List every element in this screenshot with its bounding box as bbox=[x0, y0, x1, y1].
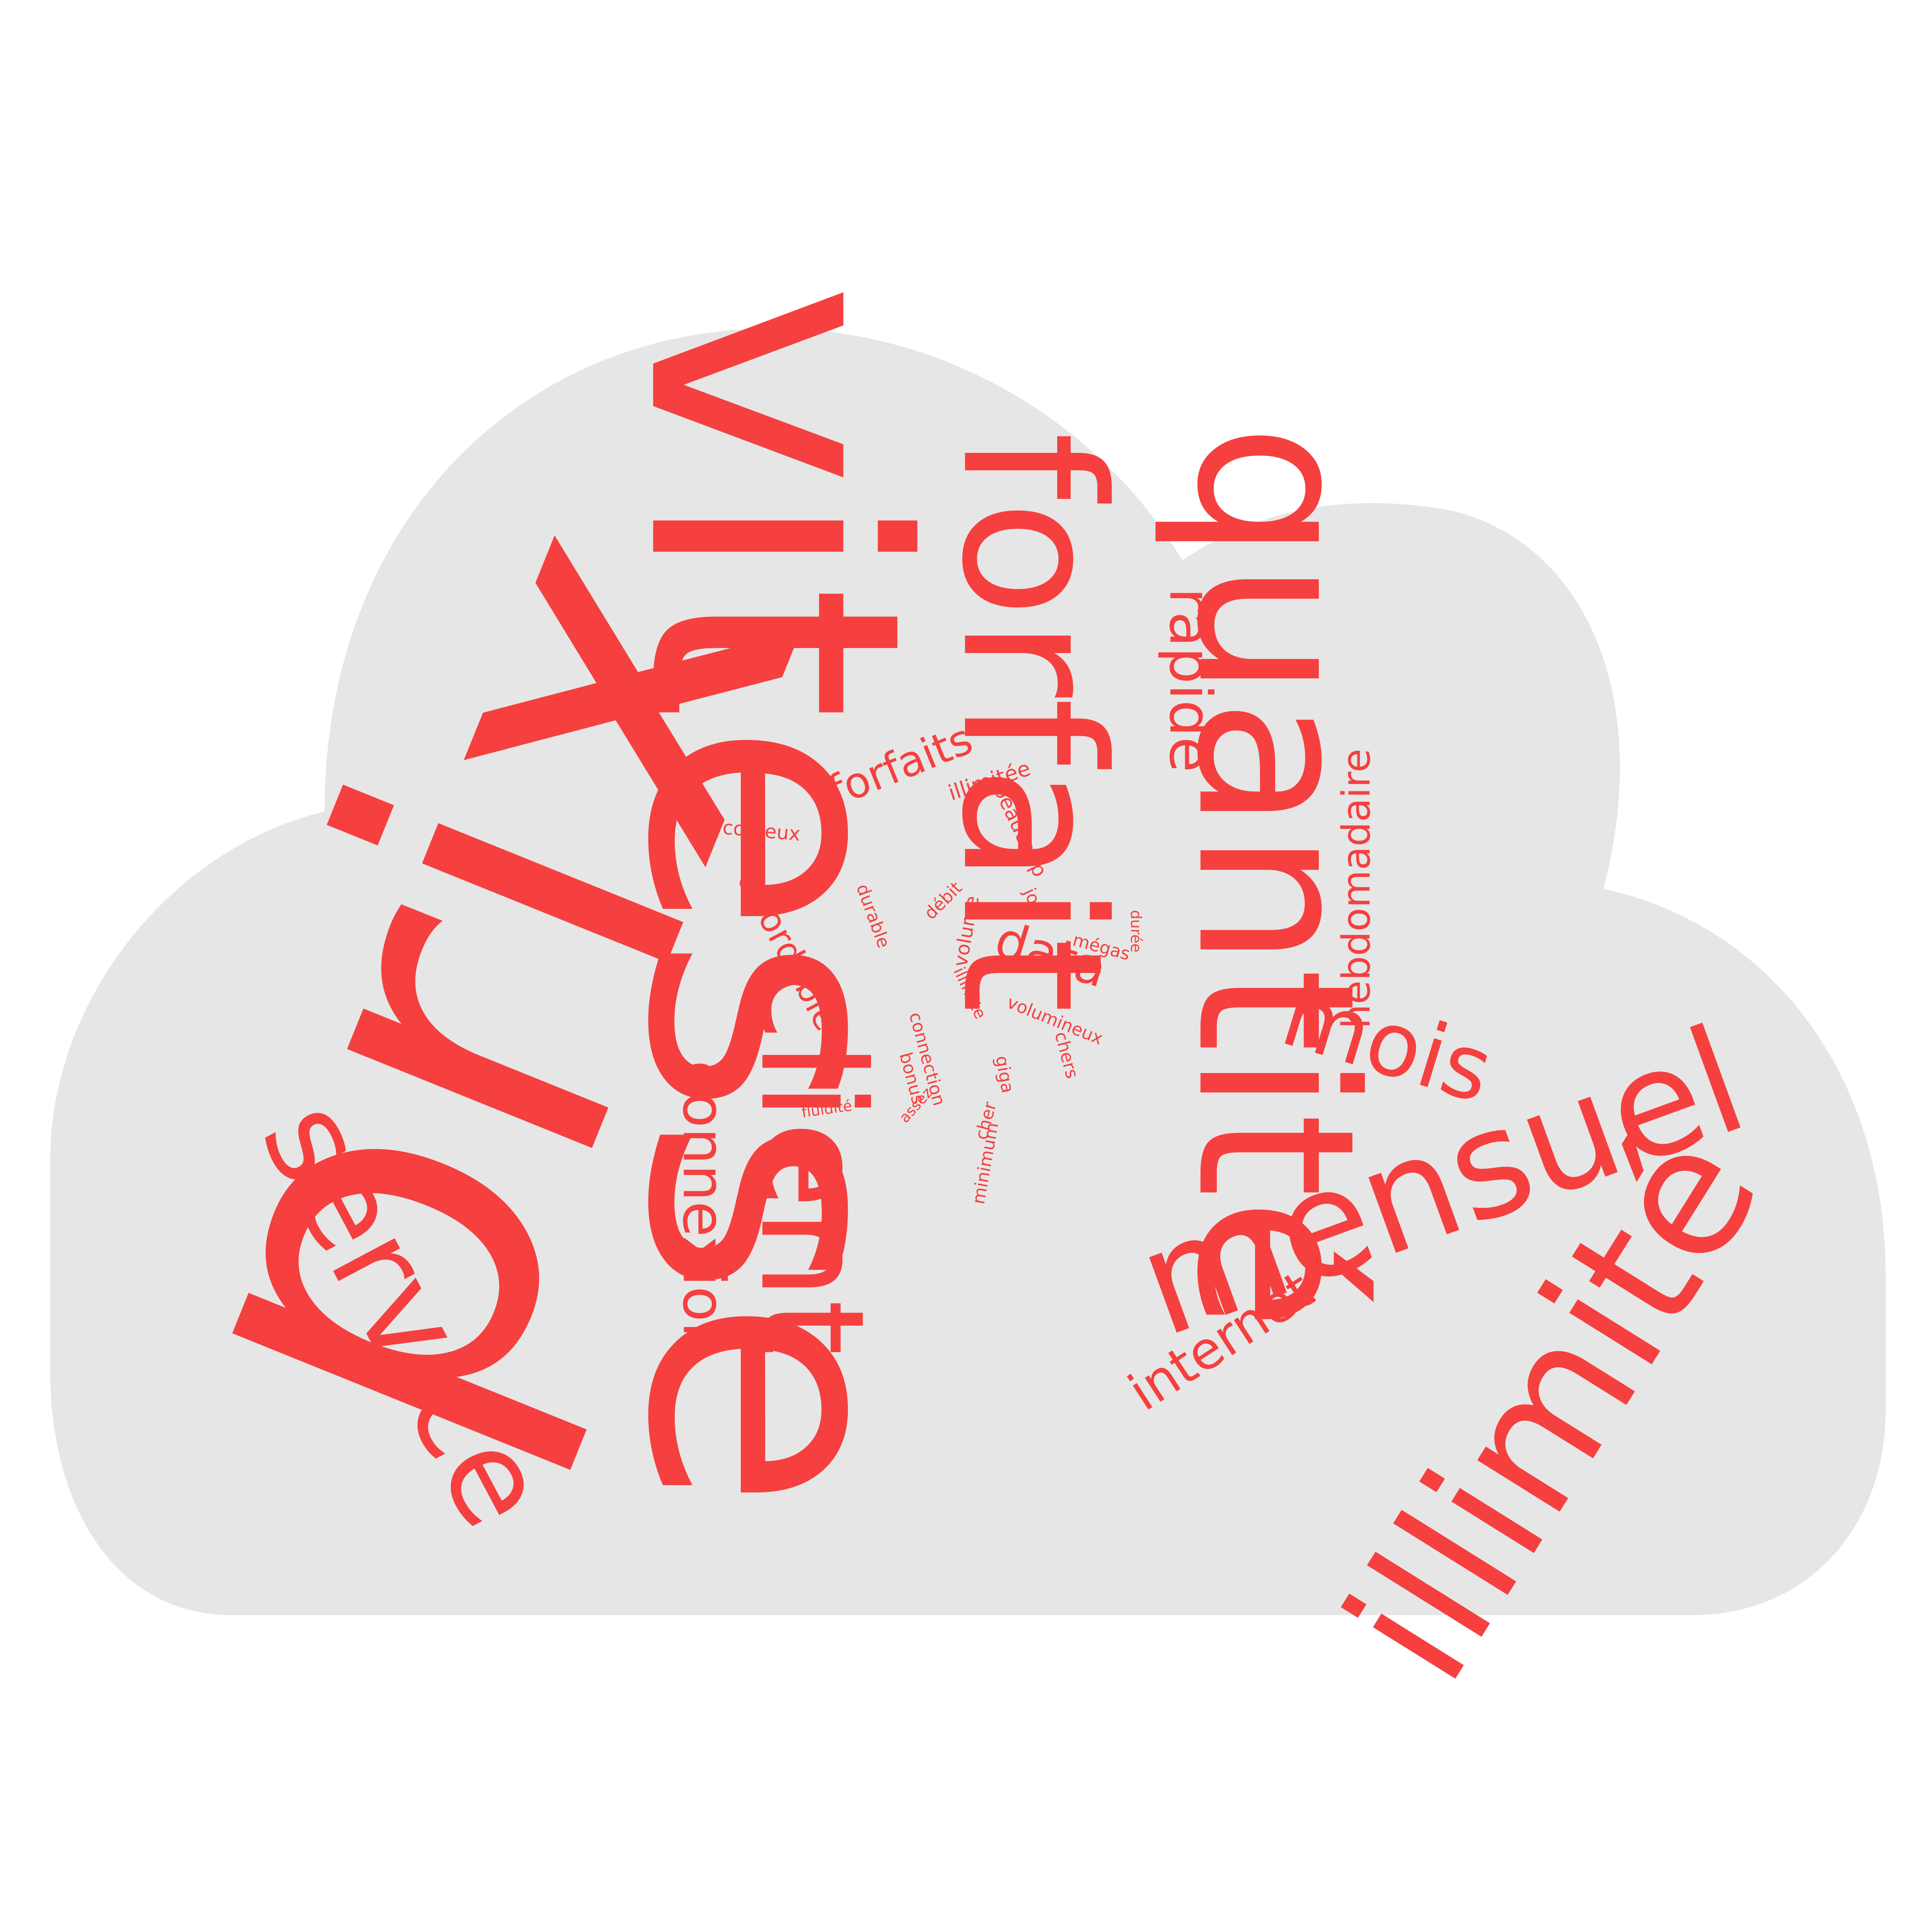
word-duree: durée bbox=[1127, 910, 1145, 952]
word-giga: giga bbox=[991, 1054, 1018, 1095]
word-rapide: rapide bbox=[1156, 588, 1224, 772]
cloud-outline bbox=[50, 328, 1886, 1615]
word-connexion: connexion bbox=[670, 1060, 737, 1359]
word-hebdomadaire: hebdomadaire bbox=[1333, 748, 1379, 1029]
